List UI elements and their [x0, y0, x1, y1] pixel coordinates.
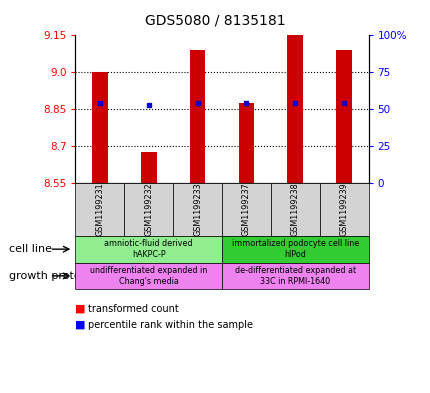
Text: GSM1199237: GSM1199237 — [241, 182, 250, 236]
Text: undifferentiated expanded in
Chang's media: undifferentiated expanded in Chang's med… — [90, 266, 207, 286]
Text: ■: ■ — [75, 320, 86, 330]
Text: transformed count: transformed count — [88, 304, 179, 314]
Text: GSM1199238: GSM1199238 — [290, 182, 299, 236]
Bar — [287, 35, 302, 183]
Text: GSM1199232: GSM1199232 — [144, 182, 153, 236]
Text: de-differentiated expanded at
33C in RPMI-1640: de-differentiated expanded at 33C in RPM… — [234, 266, 355, 286]
Text: GSM1199233: GSM1199233 — [193, 182, 202, 236]
Text: GSM1199239: GSM1199239 — [339, 182, 348, 236]
Text: ■: ■ — [75, 304, 86, 314]
Bar — [189, 50, 205, 183]
Bar — [92, 72, 108, 183]
Bar — [141, 152, 156, 183]
Text: growth protocol: growth protocol — [9, 271, 96, 281]
Text: percentile rank within the sample: percentile rank within the sample — [88, 320, 253, 330]
Text: cell line: cell line — [9, 244, 52, 254]
Bar — [238, 103, 254, 183]
Bar — [335, 50, 351, 183]
Text: amniotic-fluid derived
hAKPC-P: amniotic-fluid derived hAKPC-P — [104, 239, 193, 259]
Text: immortalized podocyte cell line
hIPod: immortalized podocyte cell line hIPod — [231, 239, 358, 259]
Text: GSM1199231: GSM1199231 — [95, 182, 104, 236]
Text: GDS5080 / 8135181: GDS5080 / 8135181 — [145, 14, 285, 28]
